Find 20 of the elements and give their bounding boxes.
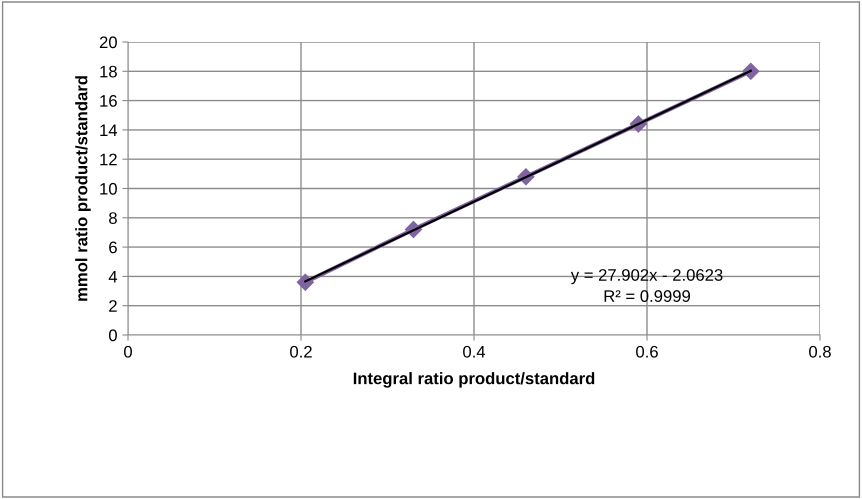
annotation: y = 27.902x - 2.0623 — [570, 269, 722, 284]
y-tick-label: 4 — [108, 270, 118, 282]
y-tick-label: 2 — [109, 300, 117, 312]
y-tick-label: 10 — [100, 182, 117, 195]
y-tick-label: 12 — [100, 154, 117, 166]
y-tick-label: 18 — [100, 66, 117, 78]
y-tick-label: 0 — [108, 329, 117, 342]
y-tick-label: 6 — [109, 242, 117, 254]
y-tick-label: 14 — [100, 124, 118, 136]
x-tick-label: 0.4 — [463, 346, 486, 358]
x-axis-title: Integral ratio product/standard — [354, 372, 594, 388]
x-tick-label: 0.6 — [636, 346, 658, 358]
annotation: R² = 0.9999 — [604, 290, 690, 302]
x-tick-label: 0 — [124, 346, 132, 358]
y-tick-label: 8 — [109, 212, 117, 224]
y-axis-title: mmol ratio product/standard — [75, 76, 91, 301]
y-tick-label: 20 — [100, 36, 117, 48]
x-tick-label: 0.2 — [290, 346, 312, 358]
x-tick-label: 0.8 — [809, 346, 831, 358]
y-tick-label: 16 — [100, 95, 117, 107]
